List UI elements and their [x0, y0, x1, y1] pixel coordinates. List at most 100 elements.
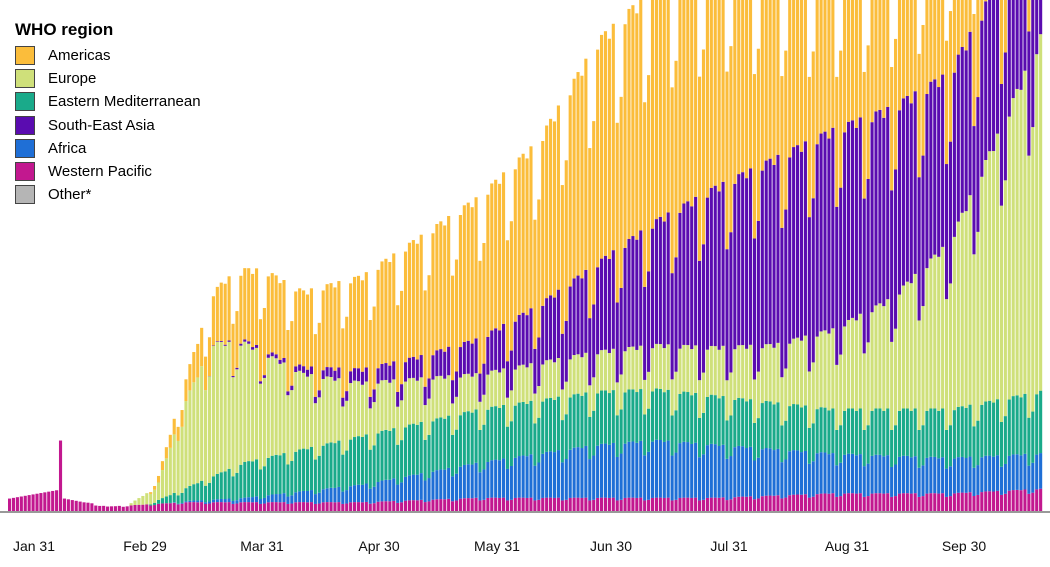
bar-segment — [878, 493, 882, 511]
bar-segment — [619, 453, 623, 500]
bar-segment — [133, 504, 137, 511]
bar-segment — [799, 0, 804, 152]
bar-segment — [451, 434, 455, 477]
bar-segment — [419, 473, 423, 500]
bar-segment — [423, 480, 427, 503]
bar-segment — [545, 497, 549, 511]
bar-segment — [815, 453, 819, 495]
bar-segment — [643, 414, 647, 456]
bar-segment — [505, 426, 510, 469]
bar-segment — [396, 444, 400, 485]
bar-segment — [650, 497, 655, 511]
bar-segment — [807, 463, 811, 498]
bar-segment — [721, 181, 725, 346]
bar-segment — [941, 246, 945, 409]
bar-segment — [705, 197, 709, 350]
bar-segment — [517, 497, 521, 511]
bar-segment — [917, 496, 921, 511]
bar-segment — [960, 47, 964, 213]
bar-segment — [133, 500, 137, 505]
bar-segment — [231, 375, 235, 378]
bar-segment — [305, 449, 310, 491]
bar-segment — [541, 401, 545, 454]
bar-segment — [599, 258, 604, 351]
bar-segment — [607, 38, 611, 259]
bar-segment — [623, 24, 627, 248]
bar-segment — [243, 461, 247, 498]
bar-segment — [39, 493, 43, 511]
bar-segment — [897, 410, 902, 457]
bar-segment — [792, 494, 796, 511]
bar-segment — [654, 219, 658, 344]
bar-segment — [768, 344, 772, 402]
bar-segment — [972, 14, 976, 127]
x-tick-label: Aug 31 — [825, 538, 870, 554]
bar-segment — [933, 456, 937, 494]
bar-segment — [168, 434, 172, 448]
bar-segment — [509, 221, 513, 351]
bar-segment — [388, 501, 392, 511]
bar-segment — [509, 421, 513, 466]
bar-segment — [639, 345, 643, 390]
bar-segment — [772, 450, 776, 496]
bar-segment — [360, 384, 364, 437]
bar-segment — [674, 371, 678, 411]
bar-segment — [282, 502, 286, 511]
bar-segment — [458, 415, 462, 467]
bar-segment — [545, 451, 549, 498]
bar-segment — [184, 501, 188, 503]
bar-segment — [447, 215, 451, 347]
bar-segment — [376, 269, 380, 369]
bar-segment — [525, 315, 529, 368]
legend-item-western-pacific: Western Pacific — [15, 160, 201, 183]
bar-segment — [541, 305, 545, 365]
bar-segment — [674, 499, 678, 511]
bar-segment — [251, 347, 255, 350]
bar-segment — [427, 478, 431, 502]
bar-segment — [400, 400, 404, 441]
bar-segment — [944, 164, 949, 300]
bar-segment — [682, 344, 686, 392]
bar-segment — [486, 409, 490, 462]
bar-segment — [180, 503, 184, 511]
bar-segment — [807, 427, 811, 464]
bar-segment — [447, 498, 451, 511]
bar-segment — [305, 490, 310, 503]
bar-segment — [505, 361, 510, 398]
bar-segment — [748, 399, 753, 447]
bar-segment — [98, 505, 102, 511]
bar-segment — [309, 374, 313, 447]
bar-segment — [960, 456, 964, 493]
bar-segment — [325, 284, 329, 368]
bar-segment — [505, 240, 510, 362]
bar-segment — [227, 502, 231, 511]
bar-segment — [905, 95, 909, 282]
bar-segment — [650, 0, 655, 229]
bar-segment — [200, 500, 204, 503]
bar-segment — [713, 346, 717, 396]
bar-segment — [984, 159, 988, 402]
bar-segment — [850, 120, 855, 318]
bar-segment — [164, 447, 168, 459]
bar-segment — [658, 497, 662, 511]
bar-segment — [984, 0, 988, 2]
bar-segment — [513, 405, 517, 458]
bar-segment — [164, 496, 168, 504]
bar-segment — [376, 433, 380, 482]
bar-segment — [231, 377, 235, 477]
bar-segment — [725, 380, 729, 421]
bar-segment — [90, 503, 94, 511]
bar-segment — [564, 499, 568, 511]
bar-segment — [435, 224, 439, 351]
bar-segment — [788, 0, 792, 158]
bar-segment — [211, 345, 215, 477]
bar-segment — [796, 450, 800, 495]
bar-segment — [886, 106, 890, 300]
bar-segment — [631, 497, 635, 511]
bar-segment — [713, 0, 717, 186]
bar-segment — [999, 466, 1003, 495]
bar-segment — [541, 453, 545, 498]
bar-segment — [901, 98, 905, 286]
bar-segment — [266, 354, 270, 358]
bar-segment — [258, 319, 263, 382]
